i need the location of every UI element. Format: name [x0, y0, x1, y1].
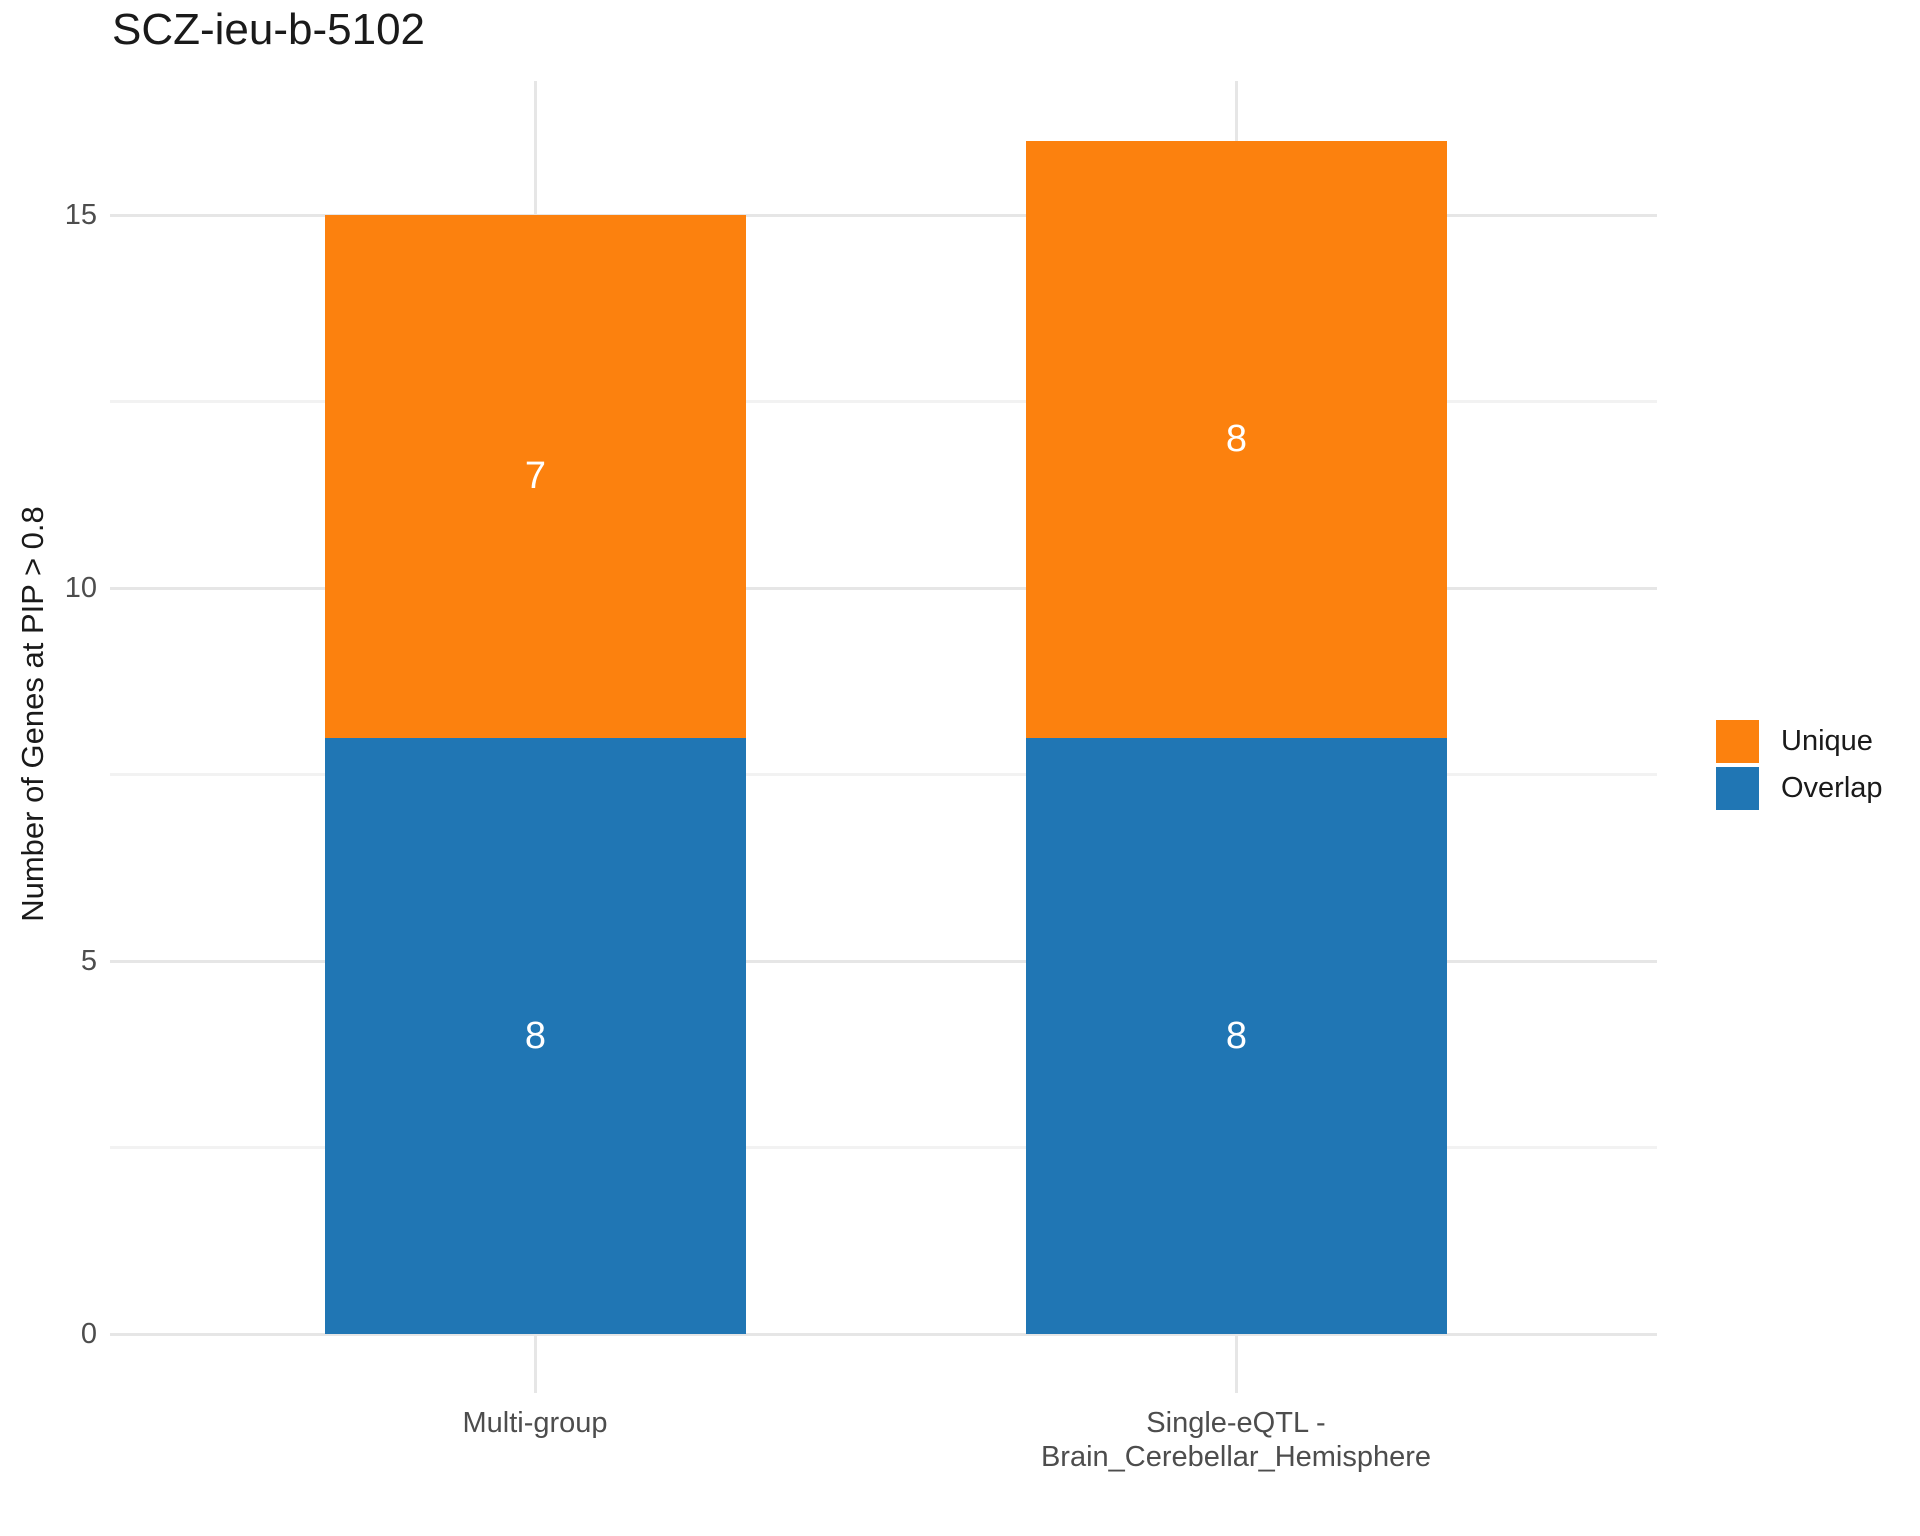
y-axis-title: Number of Genes at PIP > 0.8 — [15, 506, 50, 922]
y-tick-label-5: 5 — [80, 945, 97, 977]
gridline-minor-7-5 — [110, 773, 1657, 776]
gridline-major-0 — [110, 1333, 1657, 1336]
gridline-major-15 — [110, 214, 1657, 217]
bar-multi-group: 7 8 — [325, 215, 746, 1334]
bar-value-label: 8 — [1225, 1014, 1248, 1057]
bar-single-eqtl-unique-segment: 8 — [1026, 141, 1447, 738]
gridline-minor-12-5 — [110, 400, 1657, 403]
y-tick-label-15: 15 — [64, 199, 97, 231]
gridline-major-10 — [110, 587, 1657, 590]
legend-label: Overlap — [1781, 772, 1883, 804]
y-tick-label-10: 10 — [64, 572, 97, 604]
x-axis-label-line: Multi-group — [462, 1407, 608, 1439]
x-axis-label-multi-group: Multi-group — [225, 1406, 845, 1440]
gridline-major-5 — [110, 960, 1657, 963]
bar-value-label: 8 — [524, 1014, 547, 1057]
bar-single-eqtl: 8 8 — [1026, 141, 1447, 1334]
legend-item-unique: Unique — [1716, 720, 1883, 763]
bar-value-label: 8 — [1225, 418, 1248, 460]
legend-swatch-unique — [1716, 720, 1759, 763]
legend-swatch-overlap — [1716, 767, 1759, 810]
legend-item-overlap: Overlap — [1716, 767, 1883, 810]
x-axis-label-line: Brain_Cerebellar_Hemisphere — [1040, 1441, 1432, 1473]
plot-panel: 7 8 8 8 — [110, 81, 1657, 1393]
bar-multi-group-unique-segment: 7 — [325, 215, 746, 738]
y-tick-label-0: 0 — [80, 1318, 97, 1350]
x-axis-label-single-eqtl: Single-eQTL - Brain_Cerebellar_Hemispher… — [926, 1406, 1546, 1474]
bar-multi-group-overlap-segment: 8 — [325, 738, 746, 1334]
legend: Unique Overlap — [1716, 720, 1883, 810]
bar-value-label: 7 — [524, 455, 547, 497]
legend-label: Unique — [1781, 725, 1873, 757]
x-axis-label-line: Single-eQTL - — [1146, 1407, 1326, 1439]
bar-single-eqtl-overlap-segment: 8 — [1026, 738, 1447, 1334]
chart-title: SCZ-ieu-b-5102 — [112, 5, 426, 54]
gridline-minor-2-5 — [110, 1146, 1657, 1149]
